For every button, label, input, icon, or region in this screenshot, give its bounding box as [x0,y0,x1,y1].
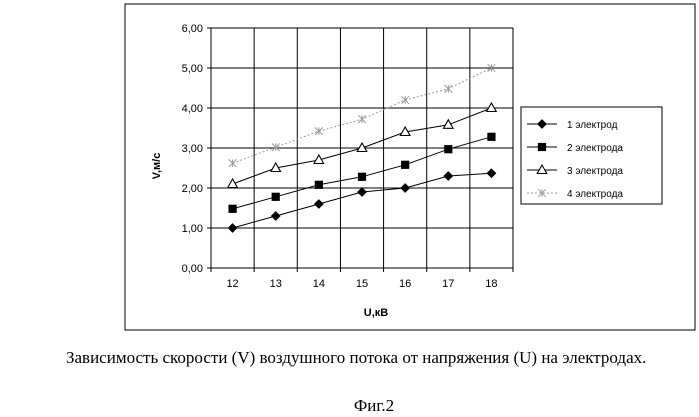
x-tick-label: 16 [399,278,411,290]
data-point-diamond [315,200,323,208]
data-point-diamond [358,188,366,196]
y-tick-label: 6,00 [182,23,203,35]
data-point-square [445,146,452,153]
series-line [233,173,492,228]
x-tick-label: 14 [313,278,325,290]
data-point-triangle [487,103,497,112]
axes: 0,00 1,00 2,00 3,00 4,00 5,00 6,00 12 13 14 15 16 17… [182,23,513,290]
y-tick-label: 1,00 [182,223,203,235]
y-tick-label: 4,00 [182,103,203,115]
data-point-square [272,193,279,200]
y-axis-title: V,м/с [151,153,163,180]
data-point-diamond [487,169,495,177]
data-point-square [488,133,495,140]
data-point-diamond [444,172,452,180]
y-tick-label: 0,00 [182,263,203,275]
y-tick-label: 5,00 [182,63,203,75]
data-point-star [358,115,366,123]
data-point-square [358,173,365,180]
data-point-star [401,96,409,104]
data-point-diamond [401,184,409,192]
x-tick-label: 13 [270,278,282,290]
data-point-star [272,143,280,151]
data-point-diamond [228,224,236,232]
y-tick-label: 3,00 [182,143,203,155]
x-tick-label: 18 [485,278,497,290]
x-tick-label: 12 [226,278,238,290]
data-point-triangle [443,120,453,129]
legend-entry-label: 1 электрод [567,120,618,131]
legend-entry-label: 3 электрода [567,166,623,177]
x-axis-title: U,кВ [364,307,389,319]
data-point-square [402,161,409,168]
data-point-star [315,127,323,135]
legend-entry-label: 2 электрода [567,143,623,154]
data-point-star [444,85,452,93]
y-tick-label: 2,00 [182,183,203,195]
x-tick-label: 15 [356,278,368,290]
data-point-square [229,205,236,212]
figure-caption: Зависимость скорости (V) воздушного пото… [0,348,695,368]
legend: 1 электрод 2 электрода 3 электрода 4 электр… [521,107,662,204]
legend-entry-label: 4 электрода [567,189,623,200]
figure-label: Фиг.2 [0,396,699,416]
x-tick-label: 17 [442,278,454,290]
data-point-star [229,159,237,167]
data-point-square [538,143,545,150]
data-point-diamond [272,212,280,220]
data-point-square [315,181,322,188]
